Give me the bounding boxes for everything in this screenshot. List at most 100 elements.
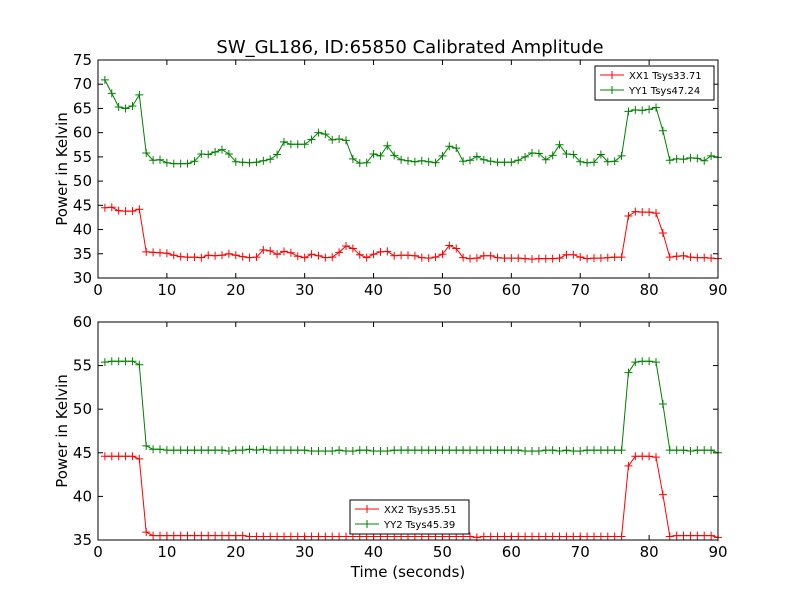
data-point bbox=[273, 532, 282, 541]
data-point bbox=[314, 532, 323, 541]
data-point bbox=[658, 399, 667, 408]
data-point bbox=[576, 253, 585, 262]
data-point bbox=[479, 251, 488, 260]
data-point bbox=[514, 254, 523, 263]
data-point bbox=[638, 357, 647, 366]
data-point bbox=[259, 445, 268, 454]
data-point bbox=[259, 156, 268, 165]
data-point bbox=[204, 531, 213, 540]
data-point bbox=[383, 141, 392, 150]
data-point bbox=[404, 446, 412, 455]
data-point bbox=[252, 253, 261, 262]
data-point bbox=[169, 531, 178, 540]
y-tick-label: 40 bbox=[73, 221, 92, 239]
data-point bbox=[273, 250, 282, 259]
data-point bbox=[700, 156, 709, 165]
data-point bbox=[617, 446, 626, 455]
data-point bbox=[686, 153, 695, 162]
data-point bbox=[266, 446, 275, 455]
data-point bbox=[472, 152, 481, 161]
data-point bbox=[583, 446, 592, 455]
data-point bbox=[142, 247, 151, 256]
data-point bbox=[293, 140, 302, 149]
y-tick-label: 35 bbox=[73, 245, 92, 263]
data-point bbox=[238, 531, 247, 540]
data-point bbox=[397, 446, 406, 455]
data-point bbox=[603, 253, 612, 262]
data-point bbox=[128, 102, 137, 111]
data-point bbox=[231, 446, 240, 455]
data-point bbox=[390, 446, 399, 455]
data-point bbox=[679, 251, 688, 260]
legend: XX1 Tsys33.71 YY1 Tsys47.24 bbox=[594, 65, 715, 101]
data-point bbox=[390, 151, 399, 160]
x-tick-label: 30 bbox=[295, 281, 314, 299]
data-point bbox=[555, 532, 564, 541]
data-point bbox=[328, 135, 337, 144]
data-point bbox=[252, 158, 261, 167]
data-point bbox=[197, 446, 206, 455]
data-point bbox=[266, 155, 275, 164]
data-point bbox=[528, 447, 536, 456]
data-point bbox=[438, 151, 447, 160]
data-point bbox=[204, 150, 213, 159]
data-point bbox=[548, 254, 557, 263]
data-point bbox=[493, 158, 502, 167]
data-point bbox=[259, 532, 268, 541]
legend-marker bbox=[363, 520, 371, 528]
data-point bbox=[693, 531, 702, 540]
data-point bbox=[156, 155, 164, 164]
bottom-plot: 0 10 20 30 40 50 60 70 80 90 35 40 45 50 55 60 Power in … bbox=[53, 313, 728, 581]
data-point bbox=[541, 155, 550, 164]
data-point bbox=[355, 446, 364, 455]
y-tick-label: 45 bbox=[73, 196, 92, 214]
data-point bbox=[135, 90, 144, 99]
data-point bbox=[107, 452, 116, 461]
data-point bbox=[121, 452, 130, 461]
data-point bbox=[624, 368, 633, 377]
data-point bbox=[528, 149, 536, 158]
data-point bbox=[197, 149, 206, 158]
y-tick-label: 45 bbox=[73, 444, 92, 462]
data-point bbox=[245, 445, 254, 454]
data-point bbox=[169, 251, 178, 260]
data-point bbox=[445, 241, 454, 250]
data-point bbox=[658, 228, 667, 237]
y-tick-label: 55 bbox=[73, 148, 92, 166]
data-point bbox=[383, 247, 392, 256]
data-point bbox=[100, 358, 109, 367]
data-point bbox=[417, 446, 426, 455]
data-point bbox=[562, 532, 571, 541]
data-point bbox=[314, 447, 323, 456]
data-point bbox=[569, 447, 578, 456]
data-point bbox=[286, 532, 295, 541]
data-point bbox=[107, 89, 116, 98]
data-point bbox=[114, 206, 123, 215]
data-point bbox=[562, 446, 571, 455]
data-point bbox=[286, 248, 295, 257]
data-point bbox=[493, 446, 502, 455]
x-tick-label: 50 bbox=[433, 543, 452, 561]
x-tick-label: 40 bbox=[364, 543, 383, 561]
data-point bbox=[114, 357, 123, 366]
y-tick-label: 65 bbox=[73, 99, 92, 117]
data-point bbox=[362, 253, 371, 262]
data-point bbox=[376, 247, 385, 256]
data-point bbox=[610, 157, 619, 166]
data-point bbox=[693, 253, 702, 262]
data-point bbox=[197, 531, 206, 540]
data-point bbox=[321, 130, 330, 139]
data-point bbox=[459, 253, 468, 262]
data-point bbox=[658, 490, 667, 499]
data-point bbox=[156, 445, 164, 454]
data-point bbox=[548, 151, 557, 160]
data-point bbox=[534, 532, 543, 541]
data-point bbox=[466, 446, 474, 455]
data-point bbox=[514, 156, 523, 165]
figure-title: SW_GL186, ID:65850 Calibrated Amplitude bbox=[216, 37, 603, 58]
data-point bbox=[114, 102, 123, 111]
data-point bbox=[679, 446, 688, 455]
data-point bbox=[555, 140, 564, 149]
data-point bbox=[555, 447, 564, 456]
data-point bbox=[121, 104, 130, 113]
